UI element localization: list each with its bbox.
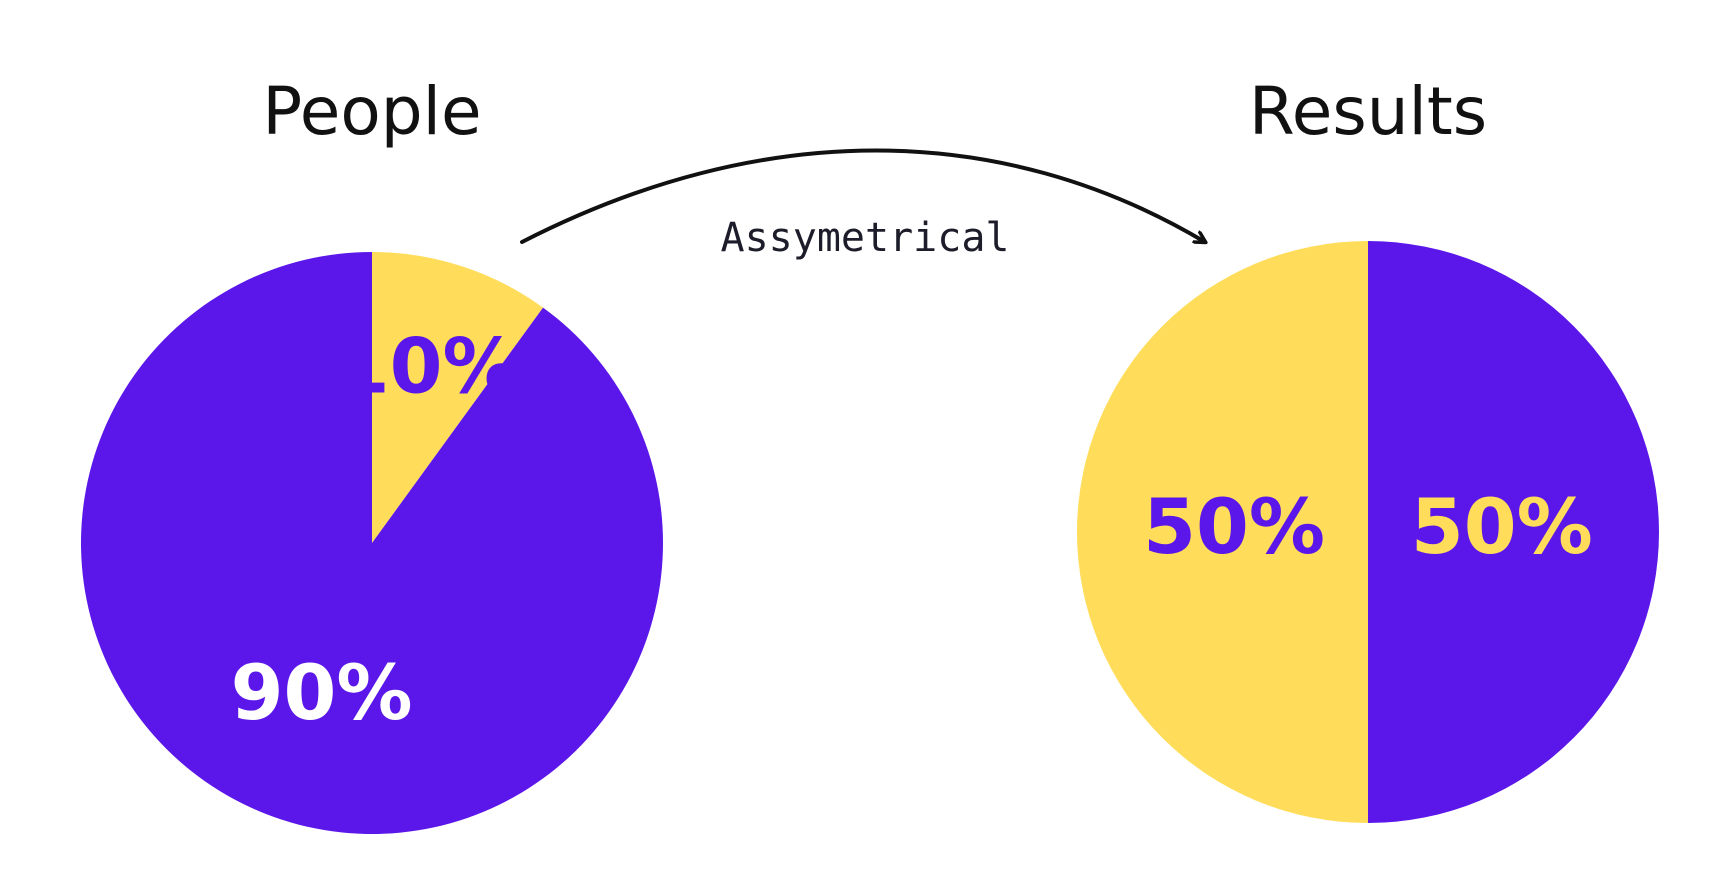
results-slice-1-label: 50%	[1411, 482, 1593, 571]
connector-label: Assymetrical	[721, 215, 1010, 261]
people-slice-1	[372, 252, 544, 543]
results-title: Results	[1249, 73, 1487, 150]
people-pie-chart: 10%90%	[80, 252, 663, 835]
results-pie-chart: 50% 50%	[1077, 241, 1659, 823]
connector-arrow	[520, 148, 1205, 243]
results-slice-2	[1077, 241, 1368, 823]
people-title: People	[262, 73, 481, 150]
people-slice-2-label: 90%	[231, 648, 413, 737]
results-slice-1	[1368, 241, 1659, 823]
people-slice-2	[80, 252, 663, 835]
results-slice-2-label: 50%	[1143, 482, 1325, 571]
